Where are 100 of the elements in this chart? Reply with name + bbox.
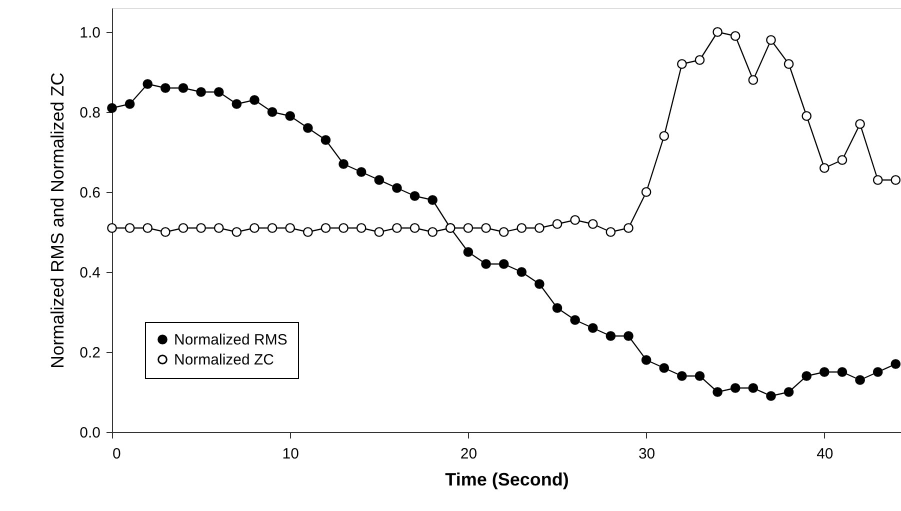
point: [534, 279, 544, 289]
point: [766, 35, 776, 45]
point: [516, 223, 527, 233]
point: [196, 223, 206, 233]
point: [196, 87, 206, 97]
point: [498, 227, 509, 237]
point: [267, 107, 278, 117]
point: [285, 223, 296, 233]
point: [356, 167, 366, 177]
point: [624, 331, 634, 341]
point: [712, 387, 722, 397]
point: [160, 83, 170, 93]
point: [142, 79, 153, 89]
point: [712, 27, 722, 37]
x-tick-label: 20: [460, 446, 478, 462]
point: [606, 227, 616, 237]
point: [784, 387, 794, 397]
legend-label: Normalized RMS: [174, 332, 288, 348]
point: [302, 123, 313, 133]
point: [232, 227, 242, 237]
point: [107, 223, 117, 233]
point: [606, 331, 616, 341]
point: [374, 175, 384, 185]
y-tick-label: 0.8: [80, 104, 100, 122]
x-tick-label: 0: [112, 446, 121, 462]
point: [872, 367, 883, 377]
point: [320, 223, 331, 233]
point: [802, 111, 812, 121]
point: [124, 99, 135, 109]
point: [694, 371, 705, 381]
point: [855, 375, 865, 385]
y-tick-label: 0.4: [80, 264, 100, 282]
point: [107, 103, 117, 113]
point: [730, 383, 740, 393]
y-tick-label: 0.2: [80, 344, 100, 362]
point: [659, 131, 670, 141]
point: [320, 135, 331, 145]
point: [855, 119, 865, 129]
point: [890, 175, 901, 185]
point: [677, 371, 687, 381]
point: [214, 223, 224, 233]
point: [428, 195, 438, 205]
x-tick-label: 40: [816, 446, 834, 462]
point: [819, 367, 830, 377]
point: [694, 55, 705, 65]
point: [392, 183, 402, 193]
point: [730, 31, 740, 41]
point: [463, 247, 474, 257]
x-axis-title: Time (Second): [445, 470, 569, 490]
point: [784, 59, 794, 69]
point: [819, 163, 830, 173]
point: [748, 75, 758, 85]
x-tick-label: 10: [282, 446, 299, 462]
y-tick-label: 0.0: [80, 424, 100, 442]
point: [142, 223, 153, 233]
point: [481, 223, 491, 233]
point: [481, 259, 491, 269]
point: [570, 315, 580, 325]
point: [124, 223, 135, 233]
point: [374, 227, 384, 237]
point: [641, 187, 652, 197]
point: [534, 223, 544, 233]
point: [837, 367, 848, 377]
point: [410, 223, 420, 233]
point: [178, 223, 188, 233]
point: [552, 303, 562, 313]
point: [570, 215, 580, 225]
point: [552, 219, 562, 229]
point: [802, 371, 812, 381]
point: [641, 355, 652, 365]
point: [250, 95, 260, 105]
point: [285, 111, 296, 121]
point: [588, 323, 598, 333]
point: [338, 223, 348, 233]
point: [214, 87, 224, 97]
point: [588, 219, 598, 229]
point: [392, 223, 402, 233]
point: [624, 223, 634, 233]
y-tick-label: 1.0: [80, 24, 100, 42]
point: [463, 223, 474, 233]
point: [302, 227, 313, 237]
point: [232, 99, 242, 109]
point: [160, 227, 170, 237]
point: [410, 191, 420, 201]
point: [178, 83, 188, 93]
x-tick-label: 30: [638, 446, 656, 462]
point: [659, 363, 670, 373]
y-axis-title: Normalized RMS and Normalized ZC: [48, 72, 68, 369]
point: [428, 227, 438, 237]
point: [516, 267, 527, 277]
point: [766, 391, 776, 401]
y-tick-label: 0.6: [80, 184, 100, 202]
point: [872, 175, 883, 185]
point: [356, 223, 366, 233]
point: [250, 223, 260, 233]
point: [338, 159, 348, 169]
legend-label: Normalized ZC: [174, 352, 274, 368]
point: [267, 223, 278, 233]
point: [748, 383, 758, 393]
point: [837, 155, 848, 165]
